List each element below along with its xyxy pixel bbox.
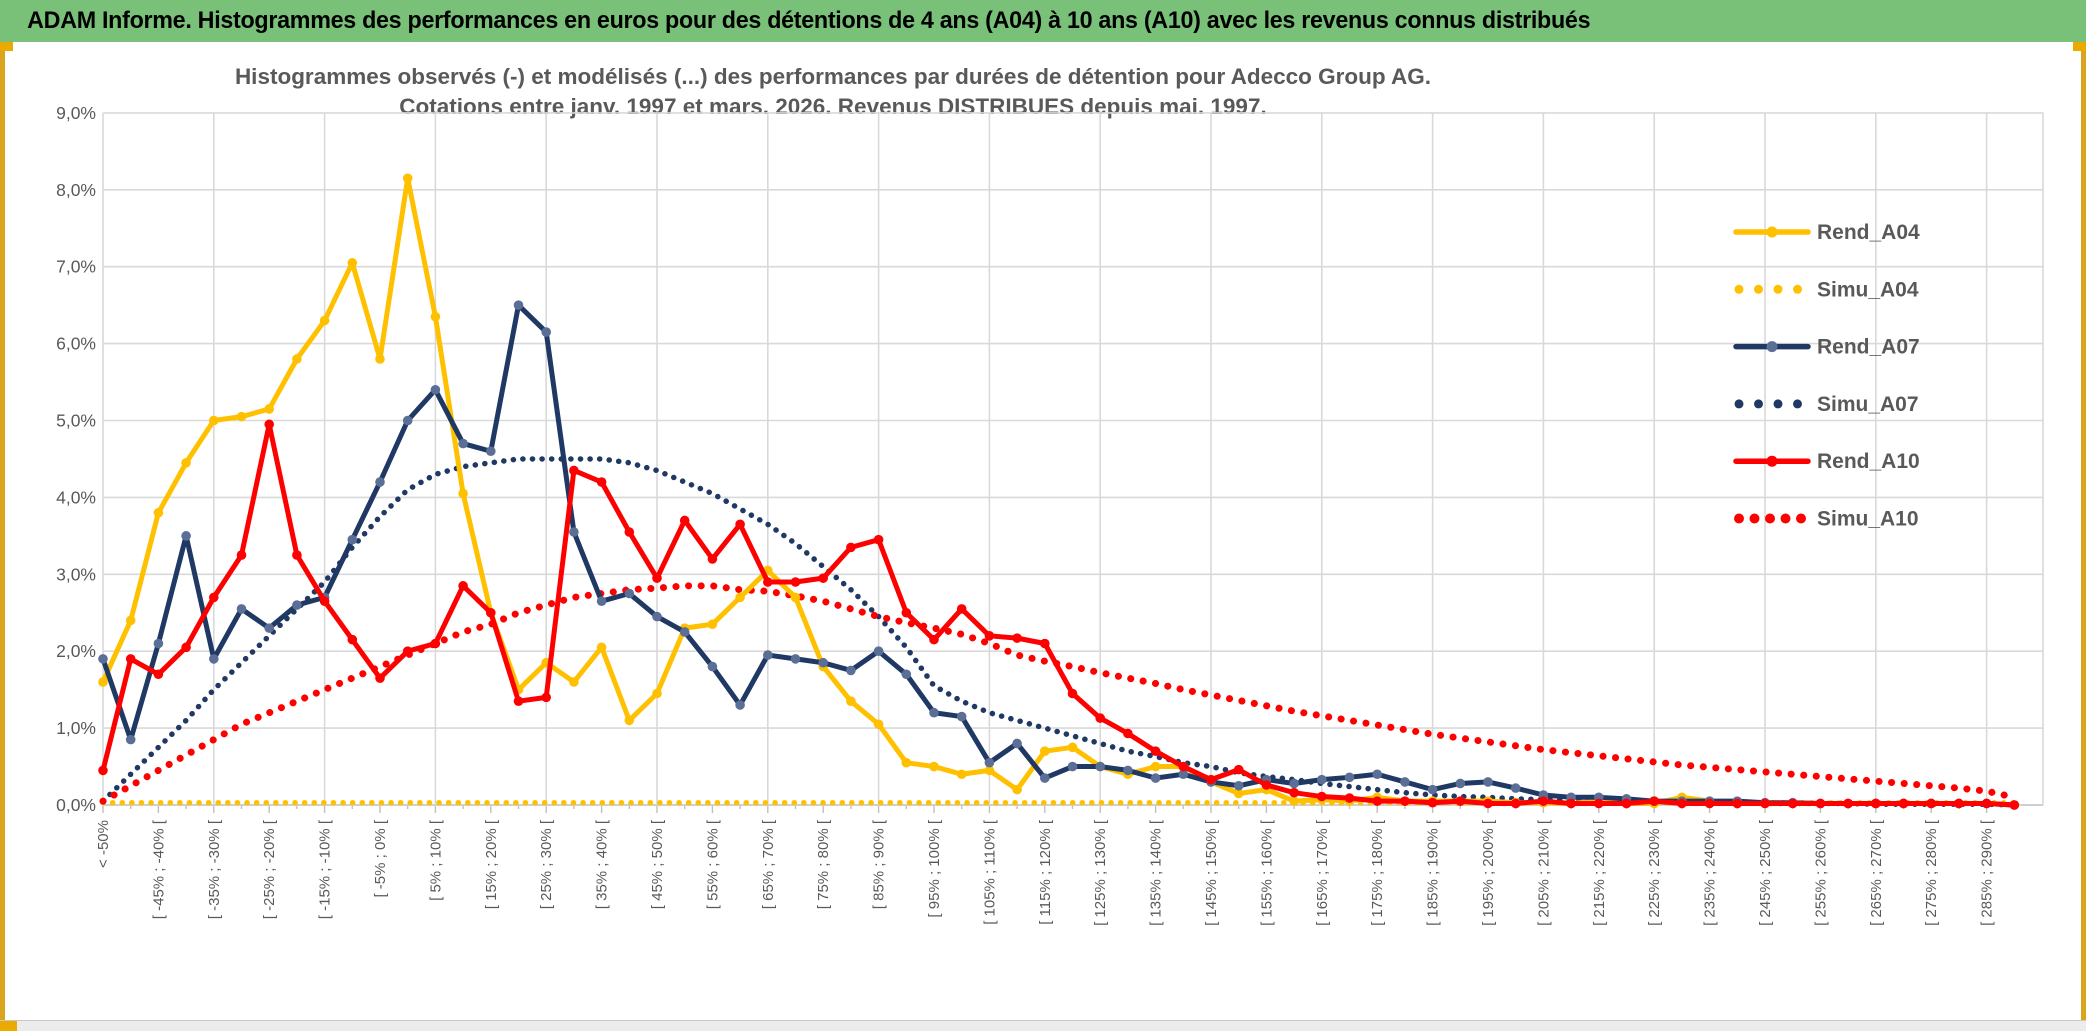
- legend-item-rend_a07[interactable]: Rend_A07: [1733, 336, 1920, 359]
- legend-item-label: Rend_A10: [1817, 450, 1920, 473]
- legend-item-label: Simu_A10: [1817, 508, 1919, 531]
- y-tick-label: 6,0%: [56, 334, 96, 354]
- x-tick-label: < -50%: [95, 820, 112, 868]
- x-tick-label: [ 25% ; 30% [: [538, 819, 555, 909]
- x-tick-label: [ 125% ; 130% [: [1092, 819, 1109, 926]
- x-tick-label: [ 105% ; 110% [: [981, 819, 998, 925]
- y-tick-label: 0,0%: [56, 795, 96, 815]
- x-tick-label: [ 165% ; 170% [: [1314, 819, 1331, 926]
- right-edge-accent: [2081, 42, 2086, 1031]
- y-tick-label: 3,0%: [56, 564, 96, 584]
- x-tick-label: [ 5% ; 10% [: [427, 819, 444, 901]
- x-tick-label: [ 195% ; 200% [: [1480, 819, 1497, 926]
- app-header-bar: ADAM Informe. Histogrammes des performan…: [0, 0, 2086, 42]
- x-tick-label: [ 215% ; 220% [: [1591, 819, 1608, 926]
- series-simu_a10[interactable]: [99, 582, 2018, 805]
- app-header-title: ADAM Informe. Histogrammes des performan…: [27, 7, 1591, 34]
- legend: Rend_A04 Simu_A04 Rend_A07 Simu_A07 Rend_A10…: [1733, 221, 1920, 531]
- x-tick-label: [ 205% ; 210% [: [1535, 819, 1552, 926]
- x-tick-label: [ 135% ; 140% [: [1148, 819, 1165, 926]
- x-tick-label: [ -25% ; -20% [: [261, 819, 278, 919]
- x-tick-label: [ 145% ; 150% [: [1203, 819, 1220, 926]
- legend-item-simu_a04[interactable]: Simu_A04: [1734, 278, 1919, 301]
- legend-item-rend_a04[interactable]: Rend_A04: [1733, 221, 1920, 244]
- x-tick-label: [ 75% ; 80% [: [815, 819, 832, 909]
- legend-item-simu_a07[interactable]: Simu_A07: [1734, 393, 1919, 416]
- legend-item-label: Rend_A07: [1817, 336, 1920, 359]
- x-tick-label: [ 285% ; 290% [: [1979, 819, 1996, 926]
- series-rend_a04[interactable]: [98, 173, 2020, 810]
- x-tick-label: [ -35% ; -30% [: [206, 819, 223, 919]
- y-tick-label: 5,0%: [56, 411, 96, 431]
- legend-item-label: Simu_A07: [1817, 393, 1919, 416]
- x-tick-label: [ 85% ; 90% [: [871, 819, 888, 909]
- x-tick-label: [ 155% ; 160% [: [1258, 819, 1275, 926]
- y-tick-label: 2,0%: [56, 641, 96, 661]
- chart-title-line2: Cotations entre janv. 1997 et mars. 2026…: [399, 94, 1266, 119]
- x-tick-label: [ 225% ; 230% [: [1646, 819, 1663, 926]
- scrollbar-accent: [0, 1021, 17, 1031]
- x-tick-label: [ 235% ; 240% [: [1702, 819, 1719, 926]
- x-tick-label: [ 255% ; 260% [: [1812, 819, 1829, 926]
- y-tick-label: 4,0%: [56, 487, 96, 507]
- left-corner-accent: [0, 42, 13, 51]
- legend-item-label: Simu_A04: [1817, 278, 1919, 301]
- x-tick-label: [ -5% ; 0% [: [372, 819, 389, 897]
- series-simu_a07[interactable]: [100, 456, 2018, 808]
- series-rend_a10[interactable]: [98, 419, 2020, 810]
- y-axis: 0,0% 1,0% 2,0% 3,0% 4,0% 5,0% 6,0% 7,0% 8,0% 9,0%: [56, 103, 96, 815]
- chart-canvas[interactable]: Histogrammes observés (-) et modélisés (…: [0, 42, 2086, 1020]
- x-tick-label: [ 185% ; 190% [: [1425, 819, 1442, 926]
- x-tick-label: [ 15% ; 20% [: [483, 819, 500, 909]
- chart-title-line1: Histogrammes observés (-) et modélisés (…: [235, 64, 1431, 89]
- y-tick-label: 1,0%: [56, 718, 96, 738]
- x-tick-label: [ 45% ; 50% [: [649, 819, 666, 909]
- x-tick-label: [ 265% ; 270% [: [1868, 819, 1885, 926]
- x-tick-label: [ 55% ; 60% [: [704, 819, 721, 909]
- x-tick-label: [ 65% ; 70% [: [760, 819, 777, 909]
- horizontal-scrollbar[interactable]: [0, 1020, 2086, 1031]
- x-axis: < -50% [ -45% ; -40% [ [ -35% ; -30% [ [ -2…: [95, 806, 2016, 926]
- legend-item-simu_a10[interactable]: Simu_A10: [1734, 508, 1919, 531]
- legend-item-label: Rend_A04: [1817, 221, 1920, 244]
- y-tick-label: 7,0%: [56, 257, 96, 277]
- x-tick-label: [ 115% ; 120% [: [1037, 819, 1054, 925]
- x-tick-label: [ 245% ; 250% [: [1757, 819, 1774, 926]
- plot-grid: [102, 112, 2044, 806]
- x-tick-label: [ 95% ; 100% [: [926, 819, 943, 917]
- legend-item-rend_a10[interactable]: Rend_A10: [1733, 450, 1920, 473]
- x-tick-label: [ 275% ; 280% [: [1923, 819, 1940, 926]
- x-tick-label: [ 35% ; 40% [: [594, 819, 611, 909]
- right-corner-accent: [2073, 42, 2086, 51]
- y-tick-label: 8,0%: [56, 180, 96, 200]
- x-tick-label: [ -15% ; -10% [: [317, 819, 334, 919]
- x-tick-label: [ 175% ; 180% [: [1369, 819, 1386, 926]
- left-edge-accent: [0, 42, 5, 1031]
- x-tick-label: [ -45% ; -40% [: [150, 819, 167, 919]
- y-tick-label: 9,0%: [56, 103, 96, 123]
